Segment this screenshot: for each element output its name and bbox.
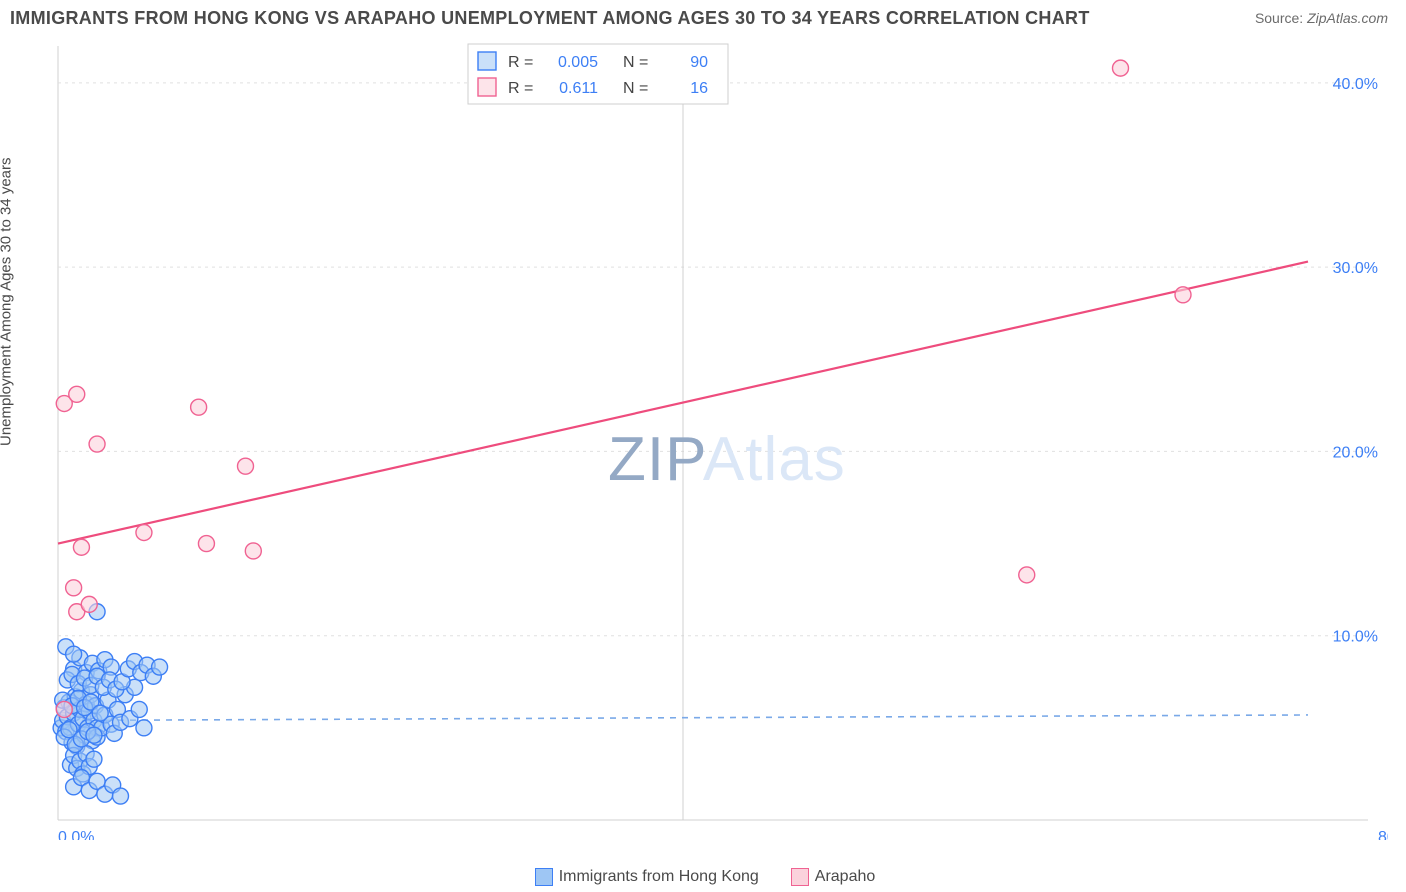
data-point <box>69 386 85 402</box>
svg-text:80.0%: 80.0% <box>1378 829 1388 840</box>
data-point <box>191 399 207 415</box>
data-point <box>81 596 97 612</box>
data-point <box>86 727 102 743</box>
data-point <box>136 525 152 541</box>
data-point <box>92 705 108 721</box>
svg-text:20.0%: 20.0% <box>1333 444 1378 461</box>
svg-text:10.0%: 10.0% <box>1333 629 1378 646</box>
data-point <box>89 436 105 452</box>
data-point <box>1019 567 1035 583</box>
data-point <box>131 701 147 717</box>
data-point <box>1113 60 1129 76</box>
data-point <box>86 751 102 767</box>
source-link[interactable]: ZipAtlas.com <box>1307 10 1388 26</box>
data-point <box>66 646 82 662</box>
svg-text:ZIPAtlas: ZIPAtlas <box>608 425 846 494</box>
legend-label: Arapaho <box>815 868 876 885</box>
svg-text:16: 16 <box>690 80 708 97</box>
watermark: ZIPAtlas <box>608 425 846 494</box>
legend-label: Immigrants from Hong Kong <box>559 868 759 885</box>
top-legend-box: R = 0.005 N = 90 R = 0.611 N = 16 <box>468 44 728 104</box>
svg-text:0.005: 0.005 <box>558 54 598 71</box>
svg-text:R =: R = <box>508 54 533 71</box>
chart-container: IMMIGRANTS FROM HONG KONG VS ARAPAHO UNE… <box>0 0 1406 892</box>
source-attribution: Source: ZipAtlas.com <box>1255 10 1388 26</box>
svg-text:R =: R = <box>508 80 533 97</box>
bottom-legend: Immigrants from Hong Kong Arapaho <box>0 868 1406 886</box>
data-point <box>66 580 82 596</box>
svg-text:0.0%: 0.0% <box>58 829 94 840</box>
data-point <box>238 458 254 474</box>
data-point <box>113 788 129 804</box>
svg-text:30.0%: 30.0% <box>1333 260 1378 277</box>
data-point <box>73 539 89 555</box>
legend-swatch <box>535 868 553 886</box>
data-point <box>198 536 214 552</box>
scatter-chart-svg: ZIPAtlas 10.0% 20.0% 30.0% 40.0% 0.0% 80.0% R… <box>48 40 1388 840</box>
plot-area: ZIPAtlas 10.0% 20.0% 30.0% 40.0% 0.0% 80.0% R… <box>48 40 1388 840</box>
data-point <box>152 659 168 675</box>
data-point <box>56 701 72 717</box>
svg-text:40.0%: 40.0% <box>1333 76 1378 93</box>
svg-text:90: 90 <box>690 54 708 71</box>
data-point <box>245 543 261 559</box>
chart-title: IMMIGRANTS FROM HONG KONG VS ARAPAHO UNE… <box>10 8 1090 29</box>
y-axis-label: Unemployment Among Ages 30 to 34 years <box>0 157 15 446</box>
svg-text:0.611: 0.611 <box>559 80 598 97</box>
data-point <box>136 720 152 736</box>
data-point <box>1175 287 1191 303</box>
svg-text:N =: N = <box>623 54 648 71</box>
svg-text:N =: N = <box>623 80 648 97</box>
source-label: Source: <box>1255 10 1303 26</box>
legend-swatch <box>791 868 809 886</box>
